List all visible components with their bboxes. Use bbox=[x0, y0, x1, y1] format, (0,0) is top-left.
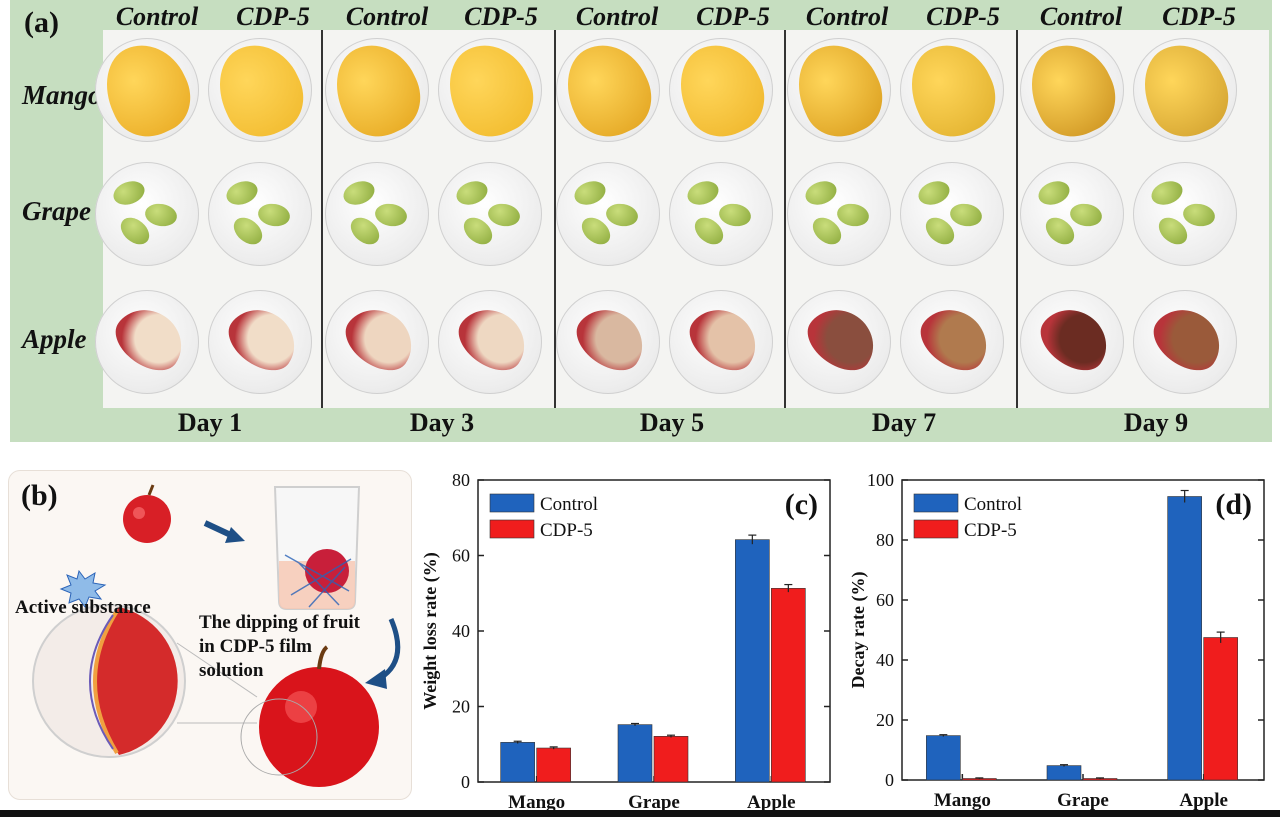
panel-b-label: (b) bbox=[21, 479, 58, 512]
y-tick-label: 40 bbox=[452, 621, 470, 641]
legend-label: Control bbox=[964, 494, 1022, 515]
column-header: CDP-5 bbox=[926, 2, 1000, 31]
bar-control bbox=[735, 539, 770, 783]
panel-label: (c) bbox=[785, 488, 818, 521]
y-tick-label: 0 bbox=[885, 770, 894, 790]
panel-a-label: (a) bbox=[24, 6, 59, 39]
y-tick-label: 20 bbox=[876, 710, 894, 730]
x-tick-label: Grape bbox=[1057, 790, 1109, 811]
day-label: Day 1 bbox=[177, 408, 243, 437]
dipping-caption-line: The dipping of fruit bbox=[199, 612, 361, 633]
dipping-caption: The dipping of fruit in CDP-5 film solut… bbox=[199, 611, 360, 683]
legend-label: CDP-5 bbox=[540, 520, 593, 541]
column-header: Control bbox=[115, 2, 199, 31]
bar-cdp-5 bbox=[1203, 637, 1238, 781]
bottom-bar bbox=[0, 810, 1280, 817]
row-label-grape: Grape bbox=[22, 196, 91, 226]
legend-label: Control bbox=[540, 494, 598, 515]
y-axis-label: Decay rate (%) bbox=[848, 572, 869, 689]
column-header: Control bbox=[345, 2, 429, 31]
y-axis-label: Weight loss rate (%) bbox=[420, 552, 441, 709]
panel-a: (a) Control CDP-5 Control CDP-5 Control … bbox=[10, 0, 1272, 442]
panel-b: (b) bbox=[8, 470, 412, 800]
dipping-caption-line: in CDP-5 film bbox=[199, 636, 312, 657]
bar-cdp-5 bbox=[536, 747, 571, 783]
bar-control bbox=[500, 742, 535, 783]
day-label: Day 5 bbox=[639, 408, 705, 437]
y-tick-label: 80 bbox=[452, 470, 470, 490]
column-header: CDP-5 bbox=[236, 2, 310, 31]
column-header: CDP-5 bbox=[696, 2, 770, 31]
y-tick-label: 60 bbox=[876, 590, 894, 610]
bar-control bbox=[617, 724, 653, 783]
row-label-mango: Mango bbox=[22, 80, 102, 110]
y-tick-label: 0 bbox=[461, 772, 470, 792]
x-tick-label: Apple bbox=[747, 792, 796, 812]
big-apple-icon bbox=[240, 645, 379, 787]
dipping-illustration bbox=[32, 484, 401, 787]
legend-swatch bbox=[489, 493, 535, 513]
legend-swatch bbox=[489, 519, 535, 539]
x-tick-label: Apple bbox=[1179, 790, 1228, 811]
panel-label: (d) bbox=[1215, 488, 1252, 521]
y-tick-label: 100 bbox=[867, 470, 894, 490]
column-header: Control bbox=[575, 2, 659, 31]
bar-cdp-5 bbox=[771, 588, 806, 783]
day-label: Day 9 bbox=[1123, 408, 1189, 437]
chart-decay-rate: 0 20 40 60 80 100 Decay rate (%) Mango Grape Appl… bbox=[848, 470, 1265, 811]
x-tick-label: Grape bbox=[628, 792, 680, 812]
y-tick-label: 20 bbox=[452, 697, 470, 717]
column-header: CDP-5 bbox=[1162, 2, 1236, 31]
legend-label: CDP-5 bbox=[964, 520, 1017, 541]
column-header: Control bbox=[1039, 2, 1123, 31]
column-header: CDP-5 bbox=[464, 2, 538, 31]
bar-cdp-5 bbox=[653, 736, 689, 783]
day-divider bbox=[784, 30, 786, 408]
day-label: Day 3 bbox=[409, 408, 475, 437]
active-substance-label: Active substance bbox=[15, 597, 151, 618]
day-divider bbox=[321, 30, 323, 408]
x-tick-label: Mango bbox=[934, 790, 991, 811]
y-tick-label: 40 bbox=[876, 650, 894, 670]
small-apple-icon bbox=[123, 484, 171, 543]
bar-control bbox=[1046, 765, 1082, 781]
day-divider bbox=[1016, 30, 1018, 408]
day-label: Day 7 bbox=[871, 408, 937, 437]
column-header: Control bbox=[805, 2, 889, 31]
starburst-icon bbox=[59, 569, 107, 609]
dipping-caption-line: solution bbox=[199, 660, 264, 681]
x-tick-label: Mango bbox=[508, 792, 565, 812]
arrow-icon bbox=[203, 520, 245, 543]
curved-arrow-icon bbox=[365, 618, 401, 689]
bar-control bbox=[926, 735, 961, 781]
y-tick-label: 60 bbox=[452, 546, 470, 566]
bar-control bbox=[1167, 496, 1202, 781]
chart-weight-loss: 0 20 40 60 80 Weight loss rate (%) Mango Grape A… bbox=[420, 470, 831, 812]
beaker-icon bbox=[273, 486, 361, 610]
legend-swatch bbox=[913, 519, 959, 539]
y-tick-label: 80 bbox=[876, 530, 894, 550]
legend-swatch bbox=[913, 493, 959, 513]
row-label-apple: Apple bbox=[22, 324, 87, 354]
day-divider bbox=[554, 30, 556, 408]
